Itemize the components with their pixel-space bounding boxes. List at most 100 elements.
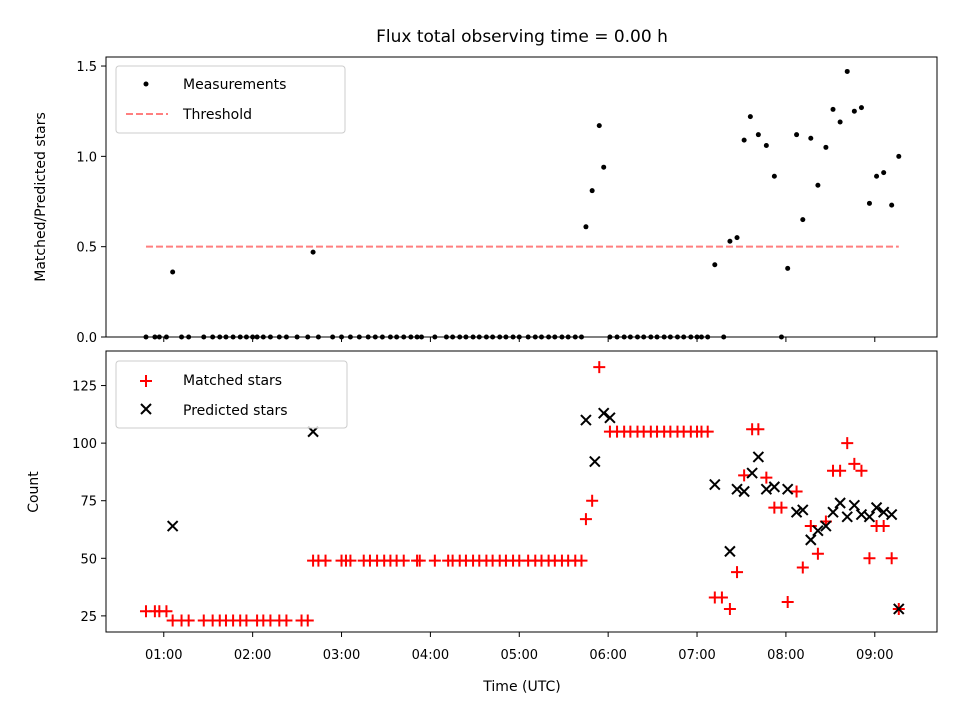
matched-star-point <box>182 614 195 627</box>
matched-star-point <box>575 554 588 567</box>
legend-matched-marker <box>140 375 152 387</box>
bottom-y-tick-label: 125 <box>72 380 97 395</box>
measurement-point <box>881 170 887 176</box>
matched-star-point <box>413 554 426 567</box>
predicted-star-point <box>820 520 832 532</box>
matched-star-point <box>344 554 357 567</box>
legend-measurements-label: Measurements <box>183 77 286 93</box>
predicted-star-point <box>848 499 861 512</box>
predicted-star-point <box>870 501 883 514</box>
predicted-star-point <box>752 451 765 463</box>
measurement-point <box>747 114 753 120</box>
predicted-star-point <box>863 511 876 523</box>
matched-star-point <box>579 513 592 526</box>
matched-star-point <box>781 596 794 609</box>
measurement-point <box>896 153 902 159</box>
measurement-point <box>589 188 595 194</box>
matched-star-point <box>863 552 876 565</box>
predicted-star-point <box>709 478 721 491</box>
measurement-point <box>741 137 747 143</box>
matched-star-point <box>841 437 854 450</box>
measurement-point <box>785 265 791 271</box>
x-tick-label: 01:00 <box>145 648 182 663</box>
legend-predicted-marker <box>140 403 152 415</box>
matched-star-point <box>240 614 253 627</box>
predicted-star-point <box>589 455 601 468</box>
x-tick-label: 03:00 <box>323 648 360 663</box>
matched-star-point <box>319 554 332 567</box>
predicted-star-point <box>805 534 817 546</box>
matched-star-point <box>301 614 314 627</box>
measurement-point <box>170 269 176 275</box>
measurement-point <box>800 217 806 223</box>
bottom-x-axis: 01:00 02:00 03:00 04:00 05:00 06:00 07:00 08:00… <box>145 632 894 663</box>
bottom-y-tick-label: 25 <box>80 610 97 625</box>
bottom-plot-area <box>139 361 905 627</box>
measurement-point <box>874 173 880 179</box>
measurement-point <box>844 68 850 74</box>
matched-star-point <box>834 464 847 477</box>
top-panel: 0.0 0.5 1.0 1.5 Matched/Predicted stars Mea… <box>33 56 938 346</box>
measurement-point <box>771 173 777 179</box>
measurement-point <box>596 123 602 129</box>
matched-star-point <box>877 520 890 533</box>
top-y-tick-label: 0.0 <box>76 331 97 346</box>
predicted-star-point <box>768 481 781 493</box>
x-tick-label: 07:00 <box>678 648 715 663</box>
legend-threshold-label: Threshold <box>182 107 252 123</box>
x-axis-label: Time (UTC) <box>482 679 560 695</box>
bottom-y-axis: 25 50 75 100 125 <box>72 380 106 625</box>
measurement-point <box>823 144 829 150</box>
top-y-tick-label: 1.5 <box>76 60 97 75</box>
predicted-star-point <box>598 407 610 419</box>
bottom-y-tick-label: 100 <box>72 437 97 452</box>
measurement-point <box>858 105 864 111</box>
predicted-star-point <box>760 483 773 495</box>
top-y-axis-label: Matched/Predicted stars <box>33 112 49 282</box>
measurement-point <box>712 262 718 268</box>
measurement-point <box>830 106 836 112</box>
predicted-star-point <box>841 511 853 523</box>
predicted-star-point <box>724 545 736 558</box>
legend-measurements-marker <box>143 81 149 87</box>
bottom-legend-box <box>115 360 348 429</box>
matched-star-point <box>804 520 817 533</box>
predicted-star-point <box>885 508 898 521</box>
matched-star-point <box>731 566 744 579</box>
predicted-star-point <box>746 467 758 479</box>
legend-predicted-label: Predicted stars <box>183 403 288 419</box>
matched-star-point <box>397 554 410 567</box>
bottom-panel: 25 50 75 100 125 01:00 02:00 03:00 04:00 05:00 06… <box>26 350 938 695</box>
x-tick-label: 04:00 <box>412 648 449 663</box>
predicted-star-point <box>834 497 846 509</box>
bottom-axes-frame <box>105 350 938 633</box>
matched-star-point <box>848 457 861 470</box>
predicted-star-point <box>893 603 905 615</box>
predicted-star-point <box>797 504 809 516</box>
top-y-tick-label: 1.0 <box>76 150 97 165</box>
top-axes-frame <box>105 56 938 338</box>
measurement-point <box>866 200 872 206</box>
bottom-legend: Matched stars Predicted stars <box>115 360 348 429</box>
predicted-star-point <box>580 414 592 426</box>
legend-matched-label: Matched stars <box>183 373 282 389</box>
predicted-star-point <box>731 483 743 495</box>
predicted-star-point <box>827 506 839 518</box>
bottom-y-tick-label: 50 <box>80 552 97 567</box>
matched-star-point <box>723 602 736 615</box>
measurement-point <box>837 119 843 125</box>
predicted-star-point <box>790 506 803 518</box>
matched-star-point <box>885 552 898 565</box>
top-legend: Measurements Threshold <box>115 65 346 134</box>
x-tick-label: 08:00 <box>767 648 804 663</box>
matched-star-point <box>701 425 714 438</box>
predicted-star-point <box>812 524 824 537</box>
top-x-axis <box>163 337 876 342</box>
x-tick-label: 02:00 <box>234 648 271 663</box>
matched-star-point <box>160 605 173 618</box>
matched-star-point <box>593 361 606 374</box>
matched-star-point <box>586 494 599 507</box>
measurement-point <box>727 238 733 244</box>
measurement-point <box>815 182 821 188</box>
